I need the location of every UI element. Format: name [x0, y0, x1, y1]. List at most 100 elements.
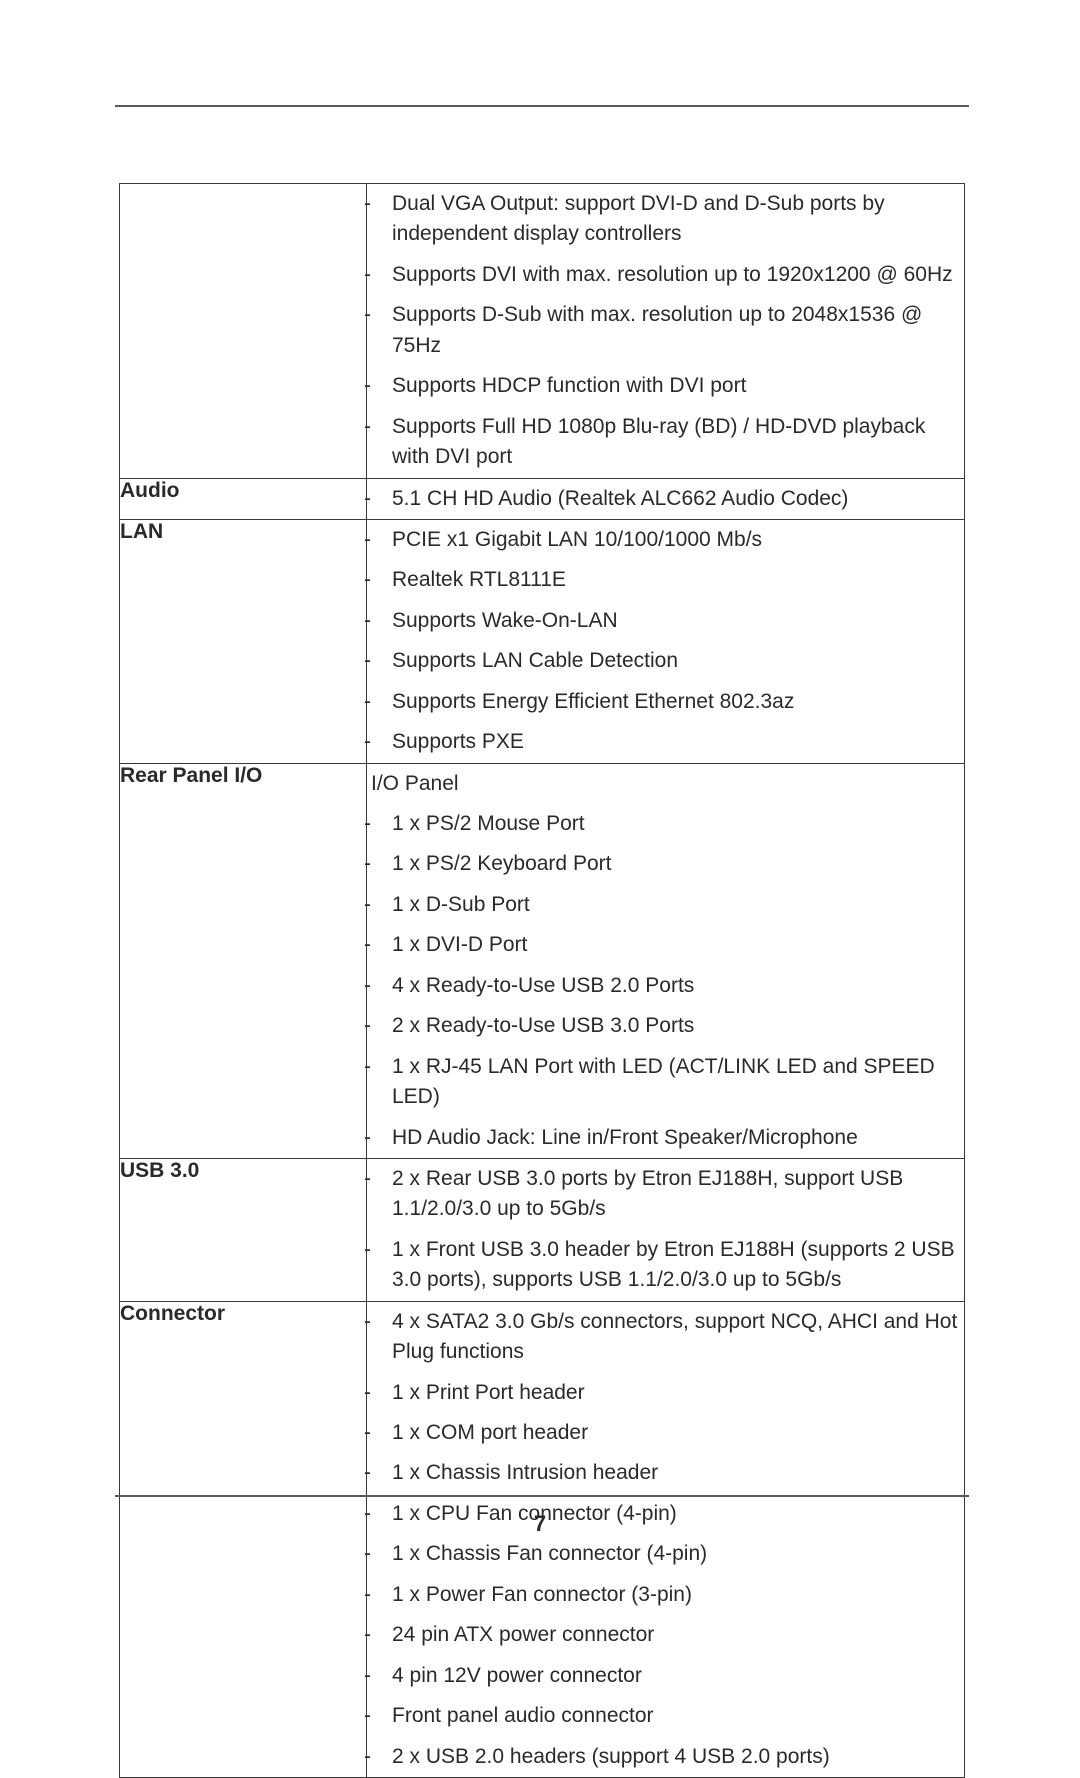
spec-item: - 24 pin ATX power connector — [367, 1615, 964, 1655]
bullet: - — [378, 260, 392, 290]
spec-item-text: 4 pin 12V power connector — [392, 1664, 642, 1687]
spec-item-text: 1 x Chassis Fan connector (4-pin) — [392, 1542, 707, 1565]
spec-item-text: Front panel audio connector — [392, 1704, 654, 1727]
bullet: - — [378, 412, 392, 442]
bullet: - — [378, 1052, 392, 1082]
spec-item: - 4 x SATA2 3.0 Gb/s connectors, support… — [367, 1302, 964, 1373]
bullet: - — [378, 1123, 392, 1153]
spec-item-text: 2 x USB 2.0 headers (support 4 USB 2.0 p… — [392, 1745, 830, 1768]
spec-item: - 1 x PS/2 Keyboard Port — [367, 844, 964, 884]
spec-item-text: 4 x SATA2 3.0 Gb/s connectors, support N… — [392, 1310, 957, 1363]
spec-item: - Supports Full HD 1080p Blu-ray (BD) / … — [367, 407, 964, 478]
spec-item: - 4 pin 12V power connector — [367, 1656, 964, 1696]
spec-item-text: 2 x Rear USB 3.0 ports by Etron EJ188H, … — [392, 1167, 903, 1220]
spec-item: - 5.1 CH HD Audio (Realtek ALC662 Audio … — [367, 479, 964, 519]
spec-item-text: 24 pin ATX power connector — [392, 1623, 654, 1646]
spec-item: - 4 x Ready-to-Use USB 2.0 Ports — [367, 966, 964, 1006]
spec-item-text: 1 x DVI-D Port — [392, 933, 527, 956]
spec-item: - HD Audio Jack: Line in/Front Speaker/M… — [367, 1118, 964, 1158]
bullet: - — [378, 646, 392, 676]
spec-item-text: 1 x Power Fan connector (3-pin) — [392, 1583, 692, 1606]
bullet: - — [378, 1701, 392, 1731]
bottom-horizontal-rule — [115, 1495, 969, 1497]
spec-item-text: 4 x Ready-to-Use USB 2.0 Ports — [392, 974, 694, 997]
bullet: - — [378, 1620, 392, 1650]
spec-item: - 2 x Rear USB 3.0 ports by Etron EJ188H… — [367, 1159, 964, 1230]
bullet: - — [378, 189, 392, 219]
spec-item-text: Dual VGA Output: support DVI-D and D-Sub… — [392, 192, 885, 245]
bullet: - — [378, 1235, 392, 1265]
spec-item-text: Realtek RTL8111E — [392, 568, 566, 591]
row-label: Rear Panel I/O — [120, 763, 367, 1158]
bullet: - — [378, 525, 392, 555]
spec-item-text: 1 x PS/2 Mouse Port — [392, 812, 585, 835]
spec-item: - 1 x Chassis Fan connector (4-pin) — [367, 1534, 964, 1574]
bullet: - — [378, 727, 392, 757]
row-label — [120, 184, 367, 479]
bullet: - — [378, 371, 392, 401]
spec-item: - 2 x USB 2.0 headers (support 4 USB 2.0… — [367, 1737, 964, 1777]
spec-item-text: Supports LAN Cable Detection — [392, 649, 678, 672]
spec-item: - Supports D-Sub with max. resolution up… — [367, 295, 964, 366]
spec-item-text: Supports Wake-On-LAN — [392, 609, 618, 632]
bullet: - — [378, 971, 392, 1001]
bullet: - — [378, 1307, 392, 1337]
bullet: - — [378, 1418, 392, 1448]
bullet: - — [378, 890, 392, 920]
spec-item: - Dual VGA Output: support DVI-D and D-S… — [367, 184, 964, 255]
bullet: - — [378, 1661, 392, 1691]
row-content: - 4 x SATA2 3.0 Gb/s connectors, support… — [367, 1301, 965, 1777]
spec-item: - Supports PXE — [367, 722, 964, 762]
spec-item-text: 2 x Ready-to-Use USB 3.0 Ports — [392, 1014, 694, 1037]
spec-item: - Realtek RTL8111E — [367, 560, 964, 600]
table-row: USB 3.0- 2 x Rear USB 3.0 ports by Etron… — [120, 1158, 965, 1301]
spec-item: - Supports LAN Cable Detection — [367, 641, 964, 681]
spec-table: - Dual VGA Output: support DVI-D and D-S… — [119, 183, 965, 1778]
bullet: - — [378, 687, 392, 717]
table-row: Connector- 4 x SATA2 3.0 Gb/s connectors… — [120, 1301, 965, 1777]
spec-item: - 1 x PS/2 Mouse Port — [367, 804, 964, 844]
bullet: - — [378, 565, 392, 595]
spec-item-text: 1 x Front USB 3.0 header by Etron EJ188H… — [392, 1238, 955, 1291]
spec-item-text: 1 x Chassis Intrusion header — [392, 1461, 658, 1484]
spec-item-text: Supports Energy Efficient Ethernet 802.3… — [392, 690, 794, 713]
spec-item-text: Supports PXE — [392, 730, 524, 753]
spec-item: - Supports DVI with max. resolution up t… — [367, 255, 964, 295]
bullet: - — [378, 484, 392, 514]
page-container: - Dual VGA Output: support DVI-D and D-S… — [0, 0, 1080, 1619]
bullet: - — [378, 1580, 392, 1610]
spec-table-body: - Dual VGA Output: support DVI-D and D-S… — [120, 184, 965, 1778]
spec-item-text: 1 x Print Port header — [392, 1381, 585, 1404]
spec-item-text: 1 x D-Sub Port — [392, 893, 530, 916]
table-row: Audio- 5.1 CH HD Audio (Realtek ALC662 A… — [120, 478, 965, 519]
bullet: - — [378, 1378, 392, 1408]
spec-item-text: Supports HDCP function with DVI port — [392, 374, 746, 397]
spec-item-text: 5.1 CH HD Audio (Realtek ALC662 Audio Co… — [392, 487, 848, 510]
row-content: - 5.1 CH HD Audio (Realtek ALC662 Audio … — [367, 478, 965, 519]
row-label: Audio — [120, 478, 367, 519]
row-content: - 2 x Rear USB 3.0 ports by Etron EJ188H… — [367, 1158, 965, 1301]
spec-item-text: Supports Full HD 1080p Blu-ray (BD) / HD… — [392, 415, 925, 468]
row-content: - Dual VGA Output: support DVI-D and D-S… — [367, 184, 965, 479]
spec-item: - 1 x Print Port header — [367, 1373, 964, 1413]
spec-item: - 1 x D-Sub Port — [367, 885, 964, 925]
spec-item-text: 1 x RJ-45 LAN Port with LED (ACT/LINK LE… — [392, 1055, 935, 1108]
table-row: LAN- PCIE x1 Gigabit LAN 10/100/1000 Mb/… — [120, 519, 965, 763]
spec-item: I/O Panel — [367, 764, 964, 804]
spec-item-text: Supports D-Sub with max. resolution up t… — [392, 303, 922, 356]
bullet: - — [378, 849, 392, 879]
spec-item: - 1 x RJ-45 LAN Port with LED (ACT/LINK … — [367, 1047, 964, 1118]
bullet: - — [378, 1742, 392, 1772]
spec-item-text: I/O Panel — [371, 772, 459, 795]
spec-item-text: Supports DVI with max. resolution up to … — [392, 263, 953, 286]
spec-item: - Supports HDCP function with DVI port — [367, 366, 964, 406]
spec-item: - 2 x Ready-to-Use USB 3.0 Ports — [367, 1006, 964, 1046]
table-row: - Dual VGA Output: support DVI-D and D-S… — [120, 184, 965, 479]
bullet: - — [378, 1539, 392, 1569]
bullet: - — [378, 606, 392, 636]
row-label: USB 3.0 — [120, 1158, 367, 1301]
row-content: - PCIE x1 Gigabit LAN 10/100/1000 Mb/s- … — [367, 519, 965, 763]
spec-item: - 1 x Front USB 3.0 header by Etron EJ18… — [367, 1230, 964, 1301]
spec-item: - 1 x Power Fan connector (3-pin) — [367, 1575, 964, 1615]
table-row: Rear Panel I/OI/O Panel - 1 x PS/2 Mouse … — [120, 763, 965, 1158]
